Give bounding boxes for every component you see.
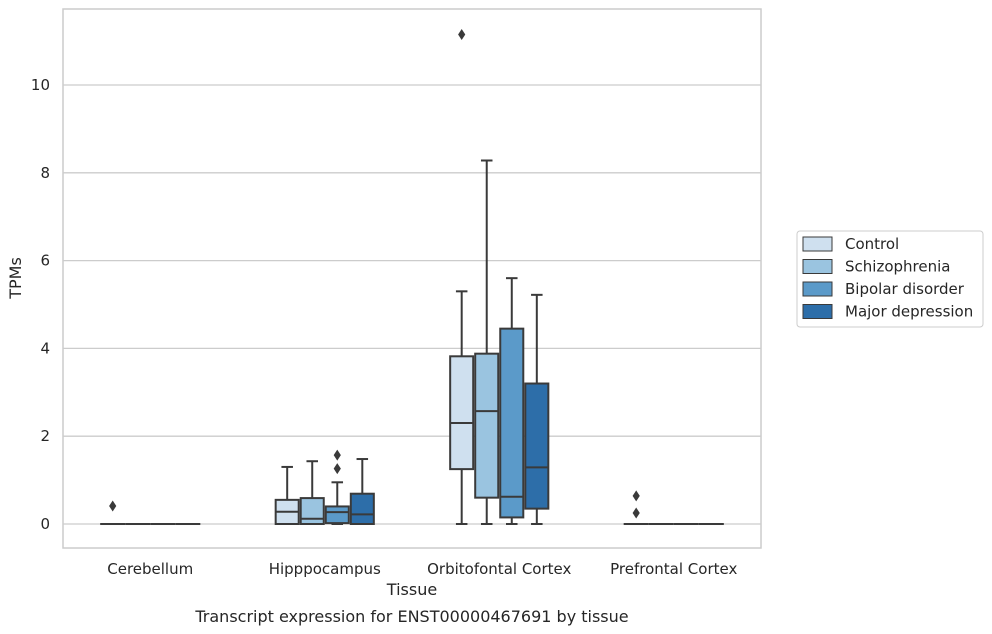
outlier-point bbox=[333, 463, 341, 475]
box-plot bbox=[449, 29, 475, 525]
outlier-point bbox=[458, 29, 466, 41]
x-tick-label: Hipppocampus bbox=[269, 560, 381, 578]
box-plot bbox=[499, 277, 525, 525]
box-plot bbox=[274, 465, 300, 526]
legend-swatch bbox=[802, 304, 833, 319]
x-tick-labels: Cerebellum Hipppocampus Orbitofontal Corte… bbox=[107, 560, 737, 578]
legend-label: Bipolar disorder bbox=[845, 280, 965, 298]
box bbox=[449, 355, 475, 471]
legend-label: Schizophrenia bbox=[845, 258, 950, 276]
box bbox=[474, 352, 500, 499]
chart-caption: Transcript expression for ENST0000046769… bbox=[194, 607, 628, 626]
y-tick-label: 2 bbox=[40, 427, 50, 445]
box bbox=[524, 382, 550, 510]
legend-swatch bbox=[802, 259, 833, 274]
y-tick-label: 8 bbox=[40, 164, 50, 182]
legend-label: Control bbox=[845, 235, 899, 253]
x-tick-label: Orbitofontal Cortex bbox=[427, 560, 571, 578]
outlier-point bbox=[109, 500, 117, 512]
box-plot bbox=[474, 159, 500, 525]
outlier-point bbox=[632, 507, 640, 519]
y-axis-title: TPMs bbox=[6, 257, 25, 300]
outlier-point bbox=[632, 490, 640, 502]
box-plot bbox=[623, 490, 649, 526]
y-tick-labels: 0 2 4 6 8 10 bbox=[31, 76, 50, 533]
x-axis-title: Tissue bbox=[386, 580, 437, 599]
legend-label: Major depression bbox=[845, 303, 973, 321]
box bbox=[299, 497, 325, 525]
y-tick-label: 10 bbox=[31, 76, 50, 94]
legend-swatch bbox=[802, 281, 833, 297]
box-plot bbox=[324, 449, 350, 525]
box-plot bbox=[299, 460, 325, 525]
legend-swatch bbox=[802, 236, 833, 252]
box bbox=[499, 327, 525, 519]
box-plot bbox=[100, 500, 126, 526]
box-plot bbox=[349, 458, 375, 526]
box-plot bbox=[524, 293, 550, 525]
x-tick-label: Prefrontal Cortex bbox=[610, 560, 737, 578]
box-plots bbox=[100, 29, 724, 526]
plot-area-frame bbox=[62, 8, 762, 549]
outlier-point bbox=[333, 449, 341, 461]
y-tick-label: 0 bbox=[40, 515, 50, 533]
y-tick-label: 6 bbox=[40, 252, 50, 270]
y-tick-label: 4 bbox=[40, 339, 50, 357]
gridlines bbox=[63, 84, 761, 525]
box bbox=[324, 505, 350, 525]
legend: Control Schizophrenia Bipolar disorder Majo… bbox=[796, 230, 984, 328]
legend-frame bbox=[796, 230, 984, 328]
x-tick-label: Cerebellum bbox=[107, 560, 193, 578]
box bbox=[349, 492, 375, 526]
